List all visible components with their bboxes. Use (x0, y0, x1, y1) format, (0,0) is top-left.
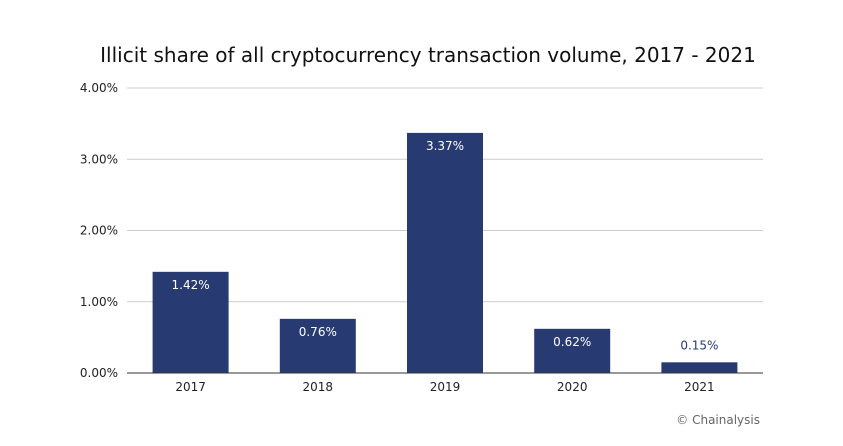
bars: 1.42% 0.76% 3.37% 0.62% 0.15% (152, 132, 738, 373)
y-tick-label: 3.00% (80, 152, 118, 166)
x-tick-label: 2019 (430, 380, 461, 394)
data-label: 0.76% (299, 325, 337, 339)
data-label: 3.37% (426, 139, 464, 153)
bar (279, 318, 356, 373)
y-axis-ticks: 0.00% 1.00% 2.00% 3.00% 4.00% (80, 81, 118, 380)
data-label: 1.42% (172, 278, 210, 292)
y-tick-label: 0.00% (80, 366, 118, 380)
x-tick-label: 2018 (303, 380, 334, 394)
bar (152, 271, 229, 373)
x-tick-label: 2017 (175, 380, 206, 394)
chart-title: Illicit share of all cryptocurrency tran… (100, 43, 756, 67)
bar (407, 132, 483, 373)
bar (534, 328, 611, 373)
data-label: 0.15% (680, 338, 718, 352)
data-label: 0.62% (553, 335, 591, 349)
credit-label: © Chainalysis (676, 413, 760, 427)
y-tick-label: 4.00% (80, 81, 118, 95)
y-tick-label: 2.00% (80, 224, 118, 238)
x-tick-label: 2021 (684, 380, 715, 394)
y-tick-label: 1.00% (80, 295, 118, 309)
x-tick-label: 2020 (557, 380, 588, 394)
x-axis-ticks: 2017 2018 2019 2020 2021 (175, 380, 714, 394)
bar (661, 362, 738, 373)
